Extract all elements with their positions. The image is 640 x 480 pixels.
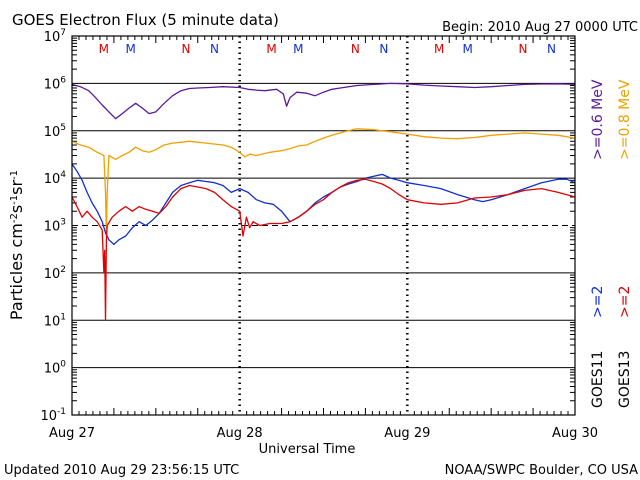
right-legend-label: >=2 bbox=[590, 286, 606, 318]
x-tick-labels: Aug 27 Aug 28 Aug 29 Aug 30 bbox=[49, 426, 598, 441]
satellite-marker: N bbox=[519, 42, 528, 56]
y-tick-label: 100 bbox=[44, 360, 67, 377]
satellite-marker: N bbox=[547, 42, 556, 56]
y-tick-label: 10-1 bbox=[40, 407, 66, 424]
begin-date: Begin: 2010 Aug 27 0000 UTC bbox=[442, 20, 638, 35]
series-line bbox=[71, 128, 576, 237]
series-line bbox=[71, 178, 576, 321]
y-tick-label: 103 bbox=[44, 218, 66, 235]
series-group bbox=[71, 82, 576, 321]
satellite-marker: N bbox=[379, 42, 388, 56]
satellite-marker: M bbox=[293, 42, 303, 56]
y-tick-label: 104 bbox=[44, 170, 67, 187]
satellite-marker: M bbox=[434, 42, 444, 56]
x-tick-label: Aug 30 bbox=[552, 426, 598, 441]
y-tick-label: 102 bbox=[44, 265, 66, 282]
satellite-marker: M bbox=[463, 42, 473, 56]
right-legend-label: GOES11 bbox=[590, 351, 606, 408]
satellite-marker: M bbox=[99, 42, 109, 56]
grid-lines bbox=[72, 36, 575, 415]
chart-title: GOES Electron Flux (5 minute data) bbox=[12, 11, 279, 29]
satellite-marker: N bbox=[182, 42, 191, 56]
satellite-marker: N bbox=[210, 42, 219, 56]
satellite-marker: M bbox=[266, 42, 276, 56]
y-tick-label: 101 bbox=[44, 312, 66, 329]
credit-line: NOAA/SWPC Boulder, CO USA bbox=[445, 463, 638, 478]
plot-frame bbox=[71, 35, 576, 416]
right-legend-labels: >=0.6 MeV >=0.8 MeV >=2 >=2 GOES11 GOES13 bbox=[590, 79, 633, 408]
y-tick-label: 106 bbox=[44, 75, 67, 92]
right-legend-label: >=2 bbox=[617, 286, 633, 318]
right-legend-label: >=0.6 MeV bbox=[590, 79, 606, 160]
series-line bbox=[71, 163, 576, 246]
y-tick-label: 105 bbox=[44, 123, 66, 140]
right-legend-label: >=0.8 MeV bbox=[617, 79, 633, 160]
y-tick-labels: 10-1 100 101 102 103 104 105 106 107 bbox=[40, 28, 66, 424]
x-axis-label: Universal Time bbox=[259, 442, 356, 457]
series-line bbox=[71, 82, 576, 120]
x-tick-label: Aug 28 bbox=[217, 426, 263, 441]
x-tick-label: Aug 29 bbox=[384, 426, 430, 441]
y-tick-label: 107 bbox=[44, 28, 66, 45]
satellite-marker: N bbox=[351, 42, 360, 56]
satellite-marker: M bbox=[126, 42, 136, 56]
x-tick-label: Aug 27 bbox=[49, 426, 95, 441]
right-legend-label: GOES13 bbox=[617, 351, 633, 408]
y-axis-label: Particles cm-2s-1sr-1 bbox=[7, 170, 26, 320]
updated-timestamp: Updated 2010 Aug 29 23:56:15 UTC bbox=[4, 463, 239, 478]
